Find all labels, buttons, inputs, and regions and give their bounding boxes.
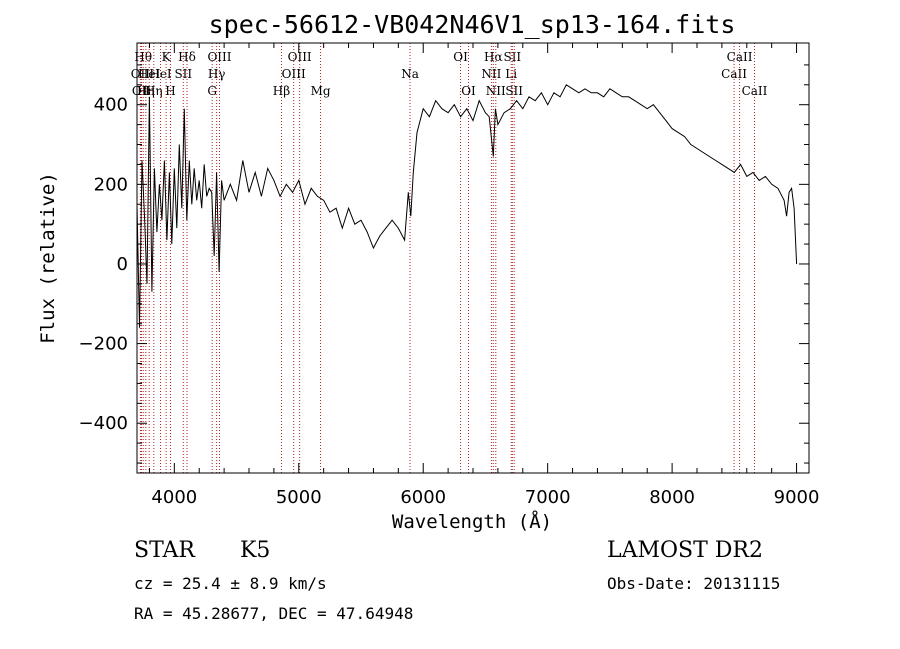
x-tick-label: 5000 — [276, 487, 322, 508]
x-tick-label: 9000 — [774, 487, 820, 508]
line-marker-label: OIII — [207, 50, 231, 64]
line-marker-label: HeI — [149, 67, 172, 81]
line-marker-label: Hγ — [208, 67, 226, 81]
plot-frame — [136, 42, 810, 474]
line-marker-label: K — [162, 50, 172, 64]
y-tick-label: −400 — [79, 413, 128, 434]
line-marker-label: OI — [453, 50, 468, 64]
redshift-line: cz = 25.4 ± 8.9 km/s — [134, 574, 327, 593]
line-marker-label: SII — [505, 84, 523, 98]
line-marker-label: NII — [486, 84, 506, 98]
x-tick-label: 7000 — [525, 487, 571, 508]
y-tick-label: 0 — [117, 254, 128, 275]
subclass: K5 — [240, 538, 271, 563]
line-marker-label: OI — [461, 84, 476, 98]
y-axis: −400 −200 0 200 400 — [79, 64, 809, 464]
x-tick-label: 8000 — [649, 487, 695, 508]
y-tick-label: 400 — [94, 95, 128, 116]
line-marker-label: CaII — [721, 67, 747, 81]
line-marker-label: CaII — [742, 84, 768, 98]
line-marker-label: SII — [503, 50, 521, 64]
x-axis: 4000 5000 6000 7000 8000 9000 — [148, 43, 820, 508]
line-marker-label: Hα — [484, 50, 503, 64]
line-marker-label: OIII — [288, 50, 312, 64]
line-marker-label: SII — [174, 67, 192, 81]
line-marker-label: Mg — [311, 84, 331, 98]
line-marker-label: Hβ — [273, 84, 290, 98]
y-tick-label: 200 — [94, 174, 128, 195]
object-class: STAR — [134, 538, 195, 563]
line-marker-label: Hθ — [134, 50, 152, 64]
spectrum-line — [136, 84, 798, 328]
line-marker-label: Na — [401, 67, 419, 81]
x-tick-label: 6000 — [400, 487, 446, 508]
y-axis-label: Flux (relative) — [37, 172, 59, 344]
line-marker-label: Li — [505, 67, 517, 81]
coordinates: RA = 45.28677, DEC = 47.64948 — [134, 604, 414, 623]
line-marker-label: Hδ — [178, 50, 196, 64]
line-marker-label: H — [165, 84, 175, 98]
x-axis-label: Wavelength (Å) — [392, 510, 552, 533]
chart-title: spec-56612-VB042N46V1_sp13-164.fits — [209, 10, 736, 39]
survey-name: LAMOST DR2 — [607, 538, 763, 563]
line-marker-label: CaII — [727, 50, 753, 64]
line-marker-label: NII — [481, 67, 501, 81]
line-marker-label: G — [207, 84, 217, 98]
obs-date: Obs-Date: 20131115 — [607, 574, 781, 593]
line-markers: OIIOIIHθHηHeIHηHeIKHSIIHδGHγOIIIHβOIIIOI… — [131, 43, 768, 473]
line-marker-label: OIII — [282, 67, 306, 81]
x-tick-label: 4000 — [151, 487, 197, 508]
line-marker-label: Hη — [145, 84, 163, 98]
line-marker-label: Hη — [137, 84, 155, 98]
y-tick-label: −200 — [79, 334, 128, 355]
line-marker-label: HeI — [138, 67, 161, 81]
